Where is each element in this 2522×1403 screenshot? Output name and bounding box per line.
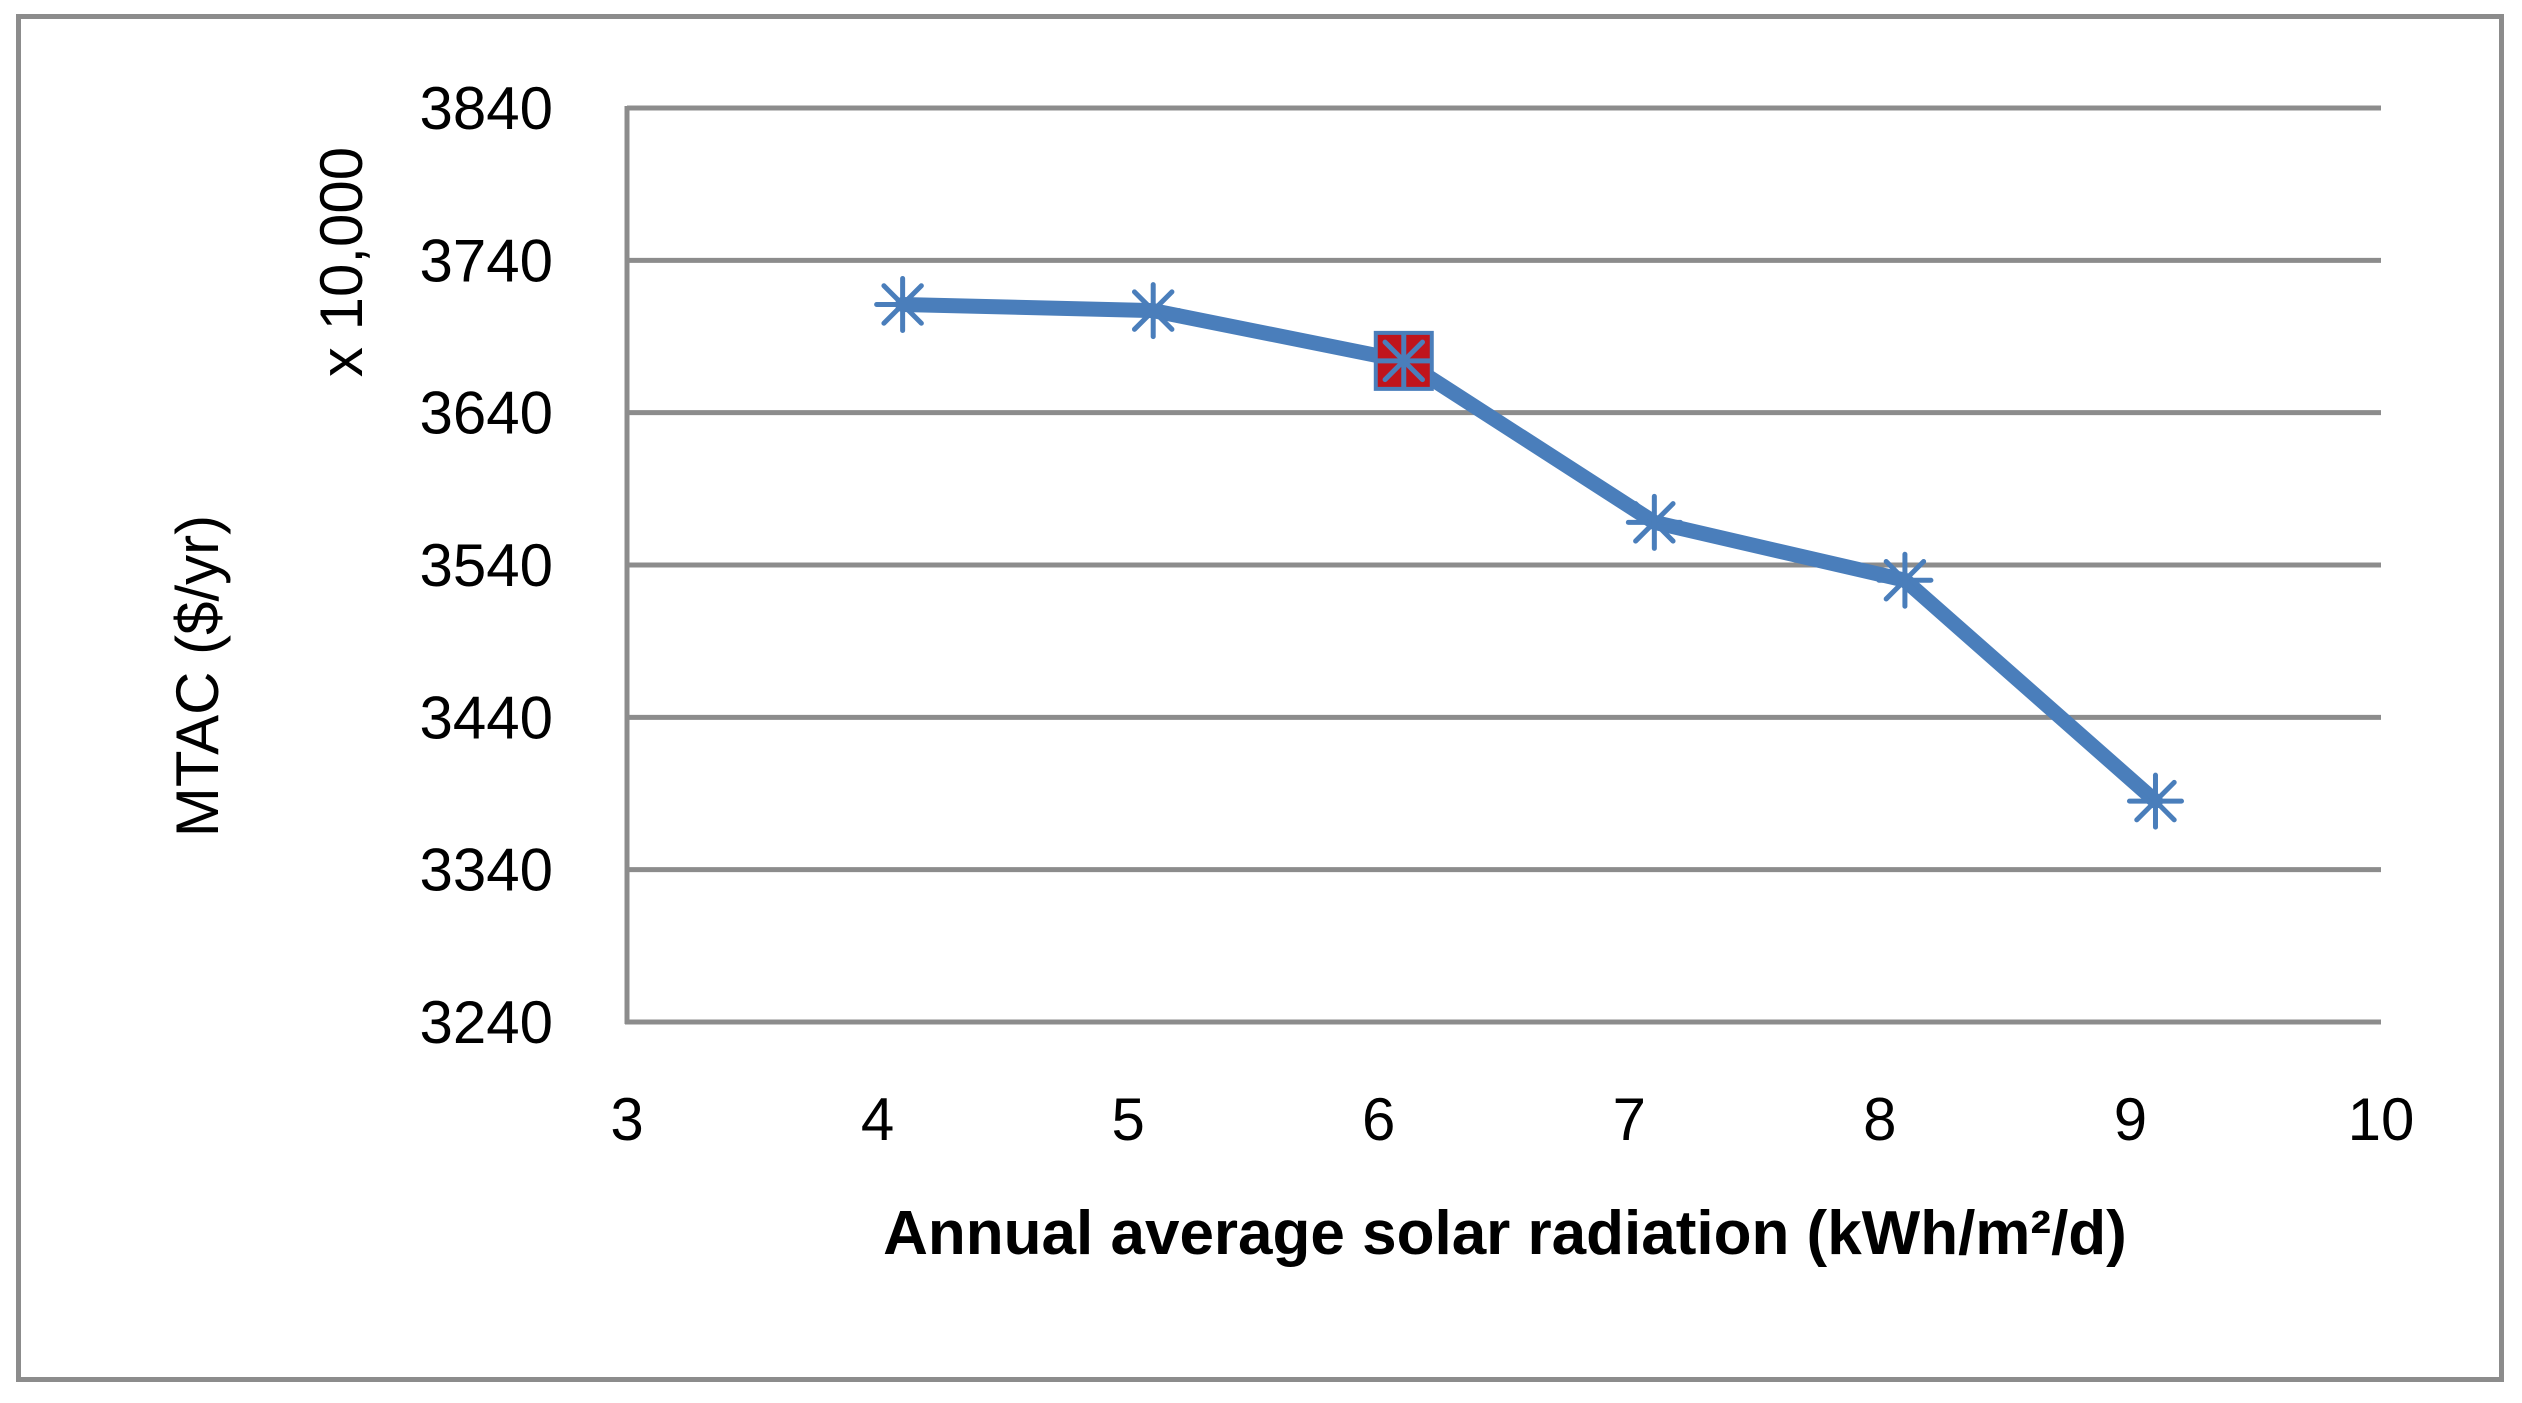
y-axis-title: MTAC ($/yr): [164, 515, 231, 837]
axis-titles: x 10,000 MTAC ($/yr) Annual average sola…: [164, 147, 2127, 1268]
x-tick-label-7: 7: [1613, 1086, 1646, 1153]
y-tick-label-3340: 3340: [420, 837, 553, 904]
x-axis-title: Annual average solar radiation (kWh/m²/d…: [883, 1199, 2127, 1268]
x-tick-label-8: 8: [1863, 1086, 1896, 1153]
grid-lines: [627, 105, 2381, 873]
y-tick-label-3240: 3240: [420, 989, 553, 1056]
data-point-8.1: [1876, 551, 1934, 609]
y-axis-multiplier-label: x 10,000: [308, 147, 375, 377]
data-point-6.1: [1373, 330, 1434, 391]
data-point-5.1: [1124, 282, 1182, 340]
y-tick-label-3840: 3840: [420, 75, 553, 142]
y-tick-label-3540: 3540: [420, 532, 553, 599]
series-mtac: [874, 276, 2184, 830]
tick-labels: 3240 3340 3440 3540 3640 3740 3840 3 4 5 6 7 8 9 10: [420, 75, 2415, 1153]
x-tick-label-4: 4: [861, 1086, 894, 1153]
data-point-7.1: [1625, 493, 1683, 551]
data-point-4.1: [874, 276, 932, 334]
x-tick-label-9: 9: [2114, 1086, 2147, 1153]
x-tick-label-6: 6: [1362, 1086, 1395, 1153]
y-tick-label-3440: 3440: [420, 684, 553, 751]
x-tick-label-5: 5: [1111, 1086, 1144, 1153]
y-tick-label-3740: 3740: [420, 227, 553, 294]
chart-frame: [16, 14, 2504, 1382]
y-tick-label-3640: 3640: [420, 380, 553, 447]
x-tick-label-10: 10: [2348, 1086, 2415, 1153]
axes: [624, 106, 2381, 1025]
series-line-0: [895, 297, 2163, 809]
x-tick-label-3: 3: [610, 1086, 643, 1153]
data-point-9.1: [2126, 772, 2184, 830]
